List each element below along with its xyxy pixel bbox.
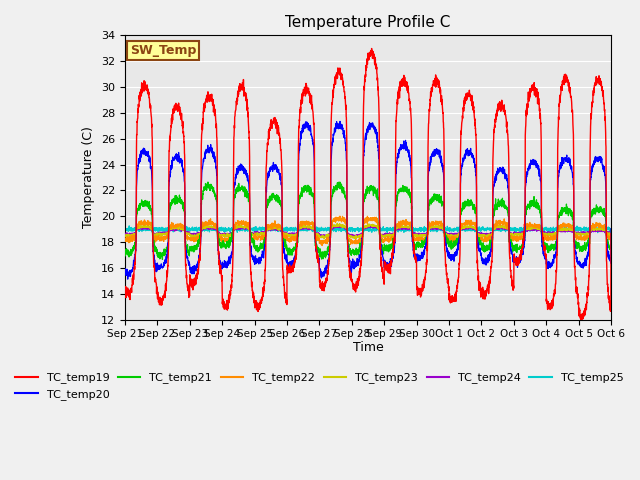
TC_temp23 [205, 224, 213, 230]
Line: TC_temp24: TC_temp24 [125, 225, 611, 237]
TC_temp22 [607, 228, 615, 234]
X-axis label: Time: Time [353, 341, 383, 354]
Text: SW_Temp: SW_Temp [130, 44, 196, 57]
TC_temp25 [607, 228, 615, 233]
TC_temp22 [336, 213, 344, 219]
TC_temp19 [607, 230, 615, 236]
TC_temp19 [121, 288, 129, 294]
TC_temp19 [205, 99, 213, 105]
TC_temp20 [124, 276, 132, 282]
TC_temp22 [598, 223, 605, 229]
TC_temp22 [318, 243, 326, 249]
TC_temp23 [121, 233, 129, 239]
TC_temp24 [607, 227, 615, 232]
TC_temp21 [329, 192, 337, 197]
TC_temp24 [329, 225, 337, 231]
TC_temp21 [598, 209, 605, 215]
TC_temp21 [335, 179, 343, 185]
TC_temp20 [607, 226, 615, 232]
TC_temp22 [121, 235, 129, 240]
TC_temp20 [177, 159, 184, 165]
TC_temp21 [121, 248, 129, 254]
Line: TC_temp25: TC_temp25 [125, 225, 611, 233]
Line: TC_temp21: TC_temp21 [125, 182, 611, 259]
TC_temp23 [329, 224, 337, 229]
TC_temp24 [177, 227, 184, 233]
TC_temp24 [121, 231, 129, 237]
TC_temp20 [329, 140, 337, 146]
TC_temp20 [545, 262, 553, 268]
TC_temp21 [177, 200, 184, 206]
TC_temp19 [307, 94, 315, 100]
TC_temp22 [205, 217, 213, 223]
TC_temp25 [328, 227, 336, 233]
TC_temp23 [320, 236, 328, 241]
TC_temp21 [159, 256, 166, 262]
TC_temp22 [177, 224, 184, 229]
TC_temp20 [598, 156, 605, 161]
TC_temp19 [328, 99, 336, 105]
Y-axis label: Temperature (C): Temperature (C) [83, 127, 95, 228]
TC_temp22 [329, 219, 337, 225]
TC_temp23 [307, 226, 315, 231]
TC_temp19 [177, 108, 184, 113]
TC_temp19 [577, 318, 585, 324]
TC_temp25 [332, 222, 339, 228]
Legend: TC_temp19, TC_temp20, TC_temp21, TC_temp22, TC_temp23, TC_temp24, TC_temp25: TC_temp19, TC_temp20, TC_temp21, TC_temp… [11, 368, 628, 404]
TC_temp23 [598, 226, 605, 231]
TC_temp25 [307, 226, 315, 232]
TC_temp20 [336, 119, 344, 124]
TC_temp24 [319, 234, 326, 240]
Title: Temperature Profile C: Temperature Profile C [285, 15, 451, 30]
TC_temp23 [545, 232, 553, 238]
TC_temp21 [545, 246, 553, 252]
TC_temp25 [598, 226, 605, 231]
Line: TC_temp23: TC_temp23 [125, 223, 611, 239]
TC_temp19 [598, 87, 605, 93]
Line: TC_temp22: TC_temp22 [125, 216, 611, 246]
TC_temp22 [545, 235, 553, 240]
TC_temp24 [307, 227, 315, 232]
TC_temp24 [205, 226, 213, 231]
TC_temp23 [177, 224, 184, 230]
TC_temp24 [545, 230, 553, 236]
TC_temp21 [205, 183, 213, 189]
TC_temp25 [121, 224, 129, 230]
TC_temp22 [307, 220, 315, 226]
TC_temp25 [440, 230, 447, 236]
TC_temp24 [365, 222, 373, 228]
TC_temp20 [121, 269, 129, 275]
TC_temp25 [177, 226, 184, 231]
TC_temp21 [607, 227, 615, 232]
TC_temp21 [308, 190, 316, 196]
TC_temp25 [205, 228, 213, 233]
TC_temp23 [607, 227, 615, 233]
TC_temp25 [545, 226, 553, 232]
TC_temp19 [545, 301, 553, 307]
Line: TC_temp19: TC_temp19 [125, 48, 611, 321]
TC_temp23 [333, 220, 341, 226]
TC_temp19 [368, 46, 376, 51]
TC_temp20 [205, 147, 213, 153]
TC_temp24 [598, 228, 605, 234]
Line: TC_temp20: TC_temp20 [125, 121, 611, 279]
TC_temp20 [308, 132, 316, 138]
